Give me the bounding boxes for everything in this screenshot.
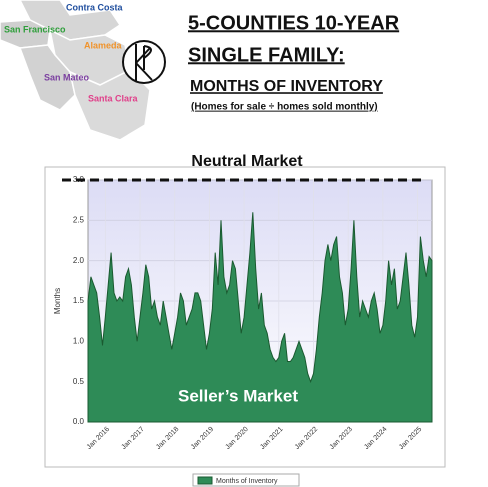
title-line: SINGLE FAMILY: bbox=[188, 44, 345, 66]
subtitle: (Homes for sale ÷ homes sold monthly) bbox=[191, 102, 378, 113]
county-label: Contra Costa bbox=[66, 2, 123, 12]
y-tick-label: 0.0 bbox=[73, 417, 85, 426]
county-label: San Mateo bbox=[44, 72, 90, 82]
county-label: Santa Clara bbox=[88, 93, 139, 103]
legend bbox=[192, 473, 300, 487]
annotation: Neutral Market bbox=[191, 153, 303, 170]
y-tick-label: 2.0 bbox=[73, 256, 85, 265]
county-label: Alameda bbox=[84, 40, 123, 50]
county-label: San Francisco bbox=[4, 24, 66, 34]
y-tick-label: 1.5 bbox=[73, 296, 85, 305]
legend-label: Months of Inventory bbox=[216, 478, 278, 485]
county-shape bbox=[68, 69, 151, 141]
logo-letters bbox=[135, 44, 153, 82]
y-tick-label: 2.5 bbox=[73, 215, 85, 224]
logo bbox=[122, 40, 166, 84]
area bbox=[87, 212, 433, 423]
legend-swatch bbox=[197, 476, 213, 485]
y-axis-label: Months bbox=[53, 288, 62, 314]
y-tick-label: 0.5 bbox=[73, 377, 85, 386]
annotation: Seller’s Market bbox=[178, 386, 298, 405]
title-line: 5-COUNTIES 10-YEAR bbox=[188, 12, 400, 34]
y-tick-label: 1.0 bbox=[73, 336, 85, 345]
title-line: MONTHS OF INVENTORY bbox=[190, 78, 383, 95]
map: Contra Costa San Francisco Alameda San M… bbox=[0, 0, 151, 141]
